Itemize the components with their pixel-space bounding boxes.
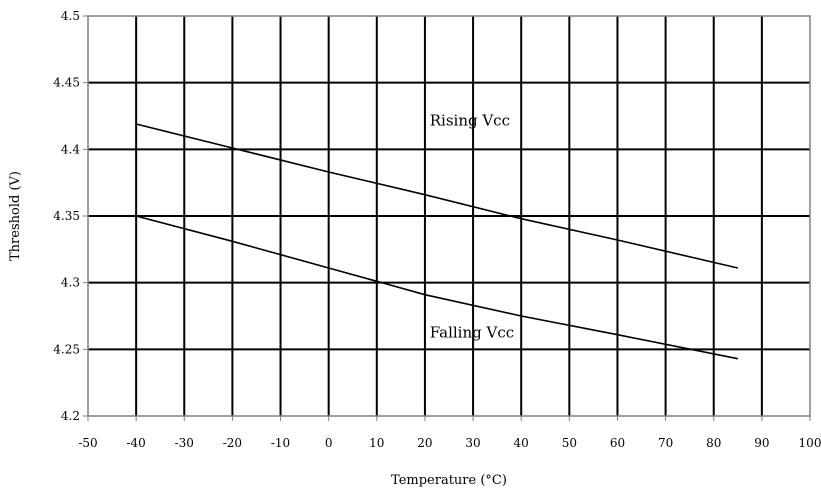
- y-tick-label: 4.2: [61, 409, 80, 423]
- y-axis-ticks: 4.2 4.25 4.3 4.35 4.4 4.45 4.5: [53, 9, 88, 423]
- y-tick-label: 4.25: [53, 342, 80, 356]
- x-axis-ticks: -50 -40 -30 -20 -10 0 10 20 30 40 50 60 70 80 90 100: [78, 416, 821, 450]
- x-tick-label: 10: [369, 436, 384, 450]
- y-tick-label: 4.4: [61, 142, 80, 156]
- x-tick-label: 70: [658, 436, 673, 450]
- grid-lines: [88, 16, 810, 416]
- x-tick-label: 30: [465, 436, 480, 450]
- x-tick-label: 20: [417, 436, 432, 450]
- x-tick-label: 60: [610, 436, 625, 450]
- y-tick-label: 4.45: [53, 76, 80, 90]
- x-tick-label: -40: [126, 436, 145, 450]
- y-tick-label: 4.5: [61, 9, 80, 23]
- annotations: Rising Vcc Falling Vcc: [430, 111, 514, 341]
- x-tick-label: 80: [706, 436, 721, 450]
- x-tick-label: -20: [223, 436, 242, 450]
- x-tick-label: 50: [562, 436, 577, 450]
- x-tick-label: 90: [754, 436, 769, 450]
- y-tick-label: 4.35: [53, 209, 80, 223]
- x-tick-label: 100: [799, 436, 821, 450]
- x-tick-label: -30: [175, 436, 194, 450]
- x-axis-title: Temperature (°C): [391, 473, 507, 488]
- series-annotation: Rising Vcc: [430, 111, 510, 129]
- x-tick-label: 0: [325, 436, 333, 450]
- x-tick-label: -50: [78, 436, 97, 450]
- series-line: [135, 215, 738, 360]
- series-line: [135, 123, 738, 269]
- y-axis-title: Threshold (V): [8, 171, 23, 261]
- x-tick-label: 40: [514, 436, 529, 450]
- data-series: [135, 123, 738, 360]
- series-annotation: Falling Vcc: [430, 323, 514, 341]
- x-tick-label: -10: [271, 436, 290, 450]
- y-tick-label: 4.3: [61, 276, 80, 290]
